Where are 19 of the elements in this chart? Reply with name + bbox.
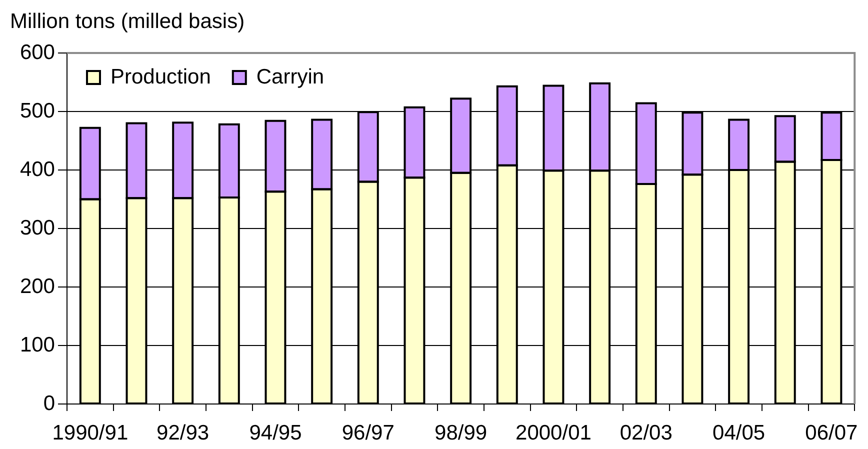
legend-label: Carryin	[256, 65, 324, 88]
x-tick-label: 2000/01	[516, 421, 592, 444]
x-tick-label: 06/07	[805, 421, 858, 444]
y-tick-label: 100	[20, 333, 55, 356]
y-tick-label: 400	[20, 158, 55, 181]
y-tick-label: 200	[20, 274, 55, 298]
x-tick-label: 04/05	[712, 421, 766, 444]
y-tick-label: 300	[20, 216, 55, 240]
y-tick-label: 500	[20, 99, 55, 122]
y-tick-label: 0	[43, 392, 55, 415]
x-tick-label: 96/97	[342, 421, 394, 444]
y-tick-label: 600	[20, 40, 55, 64]
x-tick-label: 92/93	[156, 421, 210, 444]
legend-label: Production	[110, 65, 211, 88]
y-axis-title: Million tons (milled basis)	[10, 9, 245, 35]
x-tick-label: 98/99	[434, 421, 488, 444]
x-tick-label: 94/95	[249, 421, 302, 444]
x-tick-label: 02/03	[620, 421, 672, 444]
x-tick-label: 1990/91	[52, 421, 128, 444]
